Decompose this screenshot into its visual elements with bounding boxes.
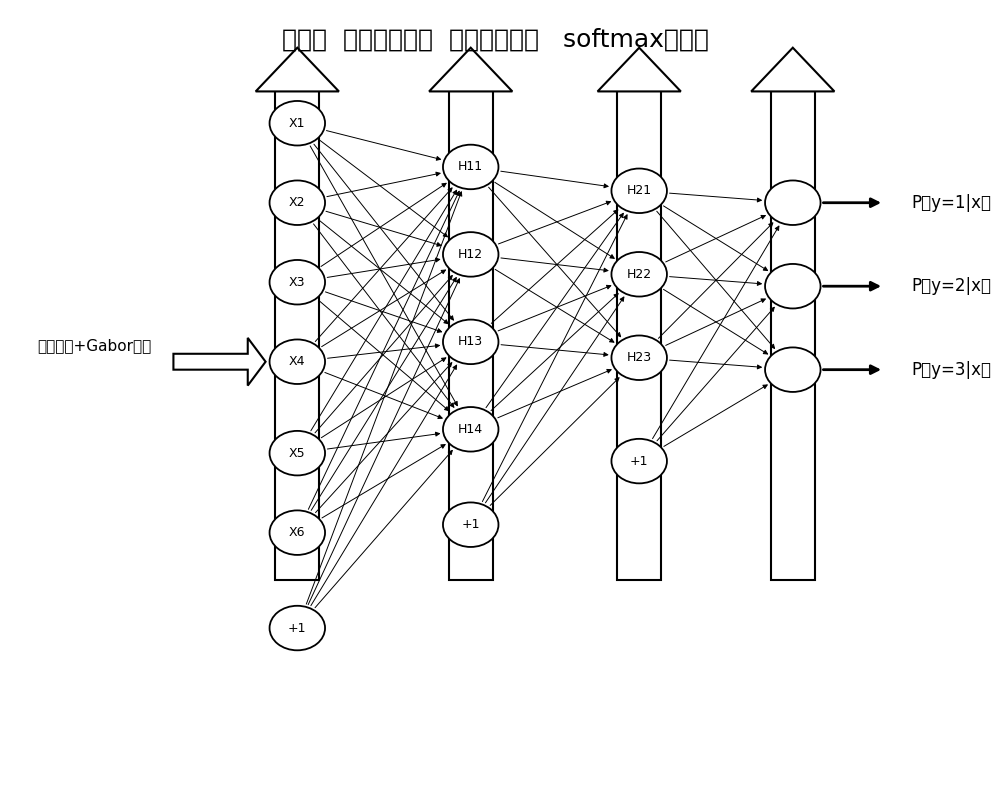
Polygon shape xyxy=(173,338,266,386)
Text: X3: X3 xyxy=(289,276,306,289)
Polygon shape xyxy=(598,48,681,91)
Polygon shape xyxy=(429,48,512,91)
Text: +1: +1 xyxy=(461,518,480,531)
Text: H12: H12 xyxy=(458,248,483,261)
Text: X4: X4 xyxy=(289,355,306,368)
Text: H14: H14 xyxy=(458,423,483,436)
Circle shape xyxy=(443,320,498,364)
Circle shape xyxy=(270,260,325,304)
Circle shape xyxy=(443,502,498,547)
Text: 输入层  第一个隐藏层  第二个隐藏层   softmax分类器: 输入层 第一个隐藏层 第二个隐藏层 softmax分类器 xyxy=(282,28,709,52)
Polygon shape xyxy=(751,48,834,91)
Text: 原始人脸+Gabor特征: 原始人脸+Gabor特征 xyxy=(37,339,151,353)
Polygon shape xyxy=(256,48,339,91)
Circle shape xyxy=(611,252,667,297)
Polygon shape xyxy=(771,91,815,580)
Polygon shape xyxy=(617,91,661,580)
Text: P（y=3|x）: P（y=3|x） xyxy=(911,361,991,378)
Circle shape xyxy=(765,347,821,392)
Text: H21: H21 xyxy=(627,184,652,197)
Text: X5: X5 xyxy=(289,447,306,460)
Circle shape xyxy=(611,169,667,213)
Circle shape xyxy=(611,439,667,483)
Circle shape xyxy=(270,101,325,145)
Circle shape xyxy=(270,606,325,650)
Text: P（y=1|x）: P（y=1|x） xyxy=(911,194,991,211)
Text: X1: X1 xyxy=(289,117,306,130)
Circle shape xyxy=(443,407,498,452)
Circle shape xyxy=(270,180,325,225)
Text: X2: X2 xyxy=(289,196,306,209)
Circle shape xyxy=(443,232,498,277)
Circle shape xyxy=(611,335,667,380)
Circle shape xyxy=(270,431,325,475)
Text: +1: +1 xyxy=(288,622,307,634)
Polygon shape xyxy=(449,91,493,580)
Polygon shape xyxy=(275,91,319,580)
Circle shape xyxy=(270,510,325,555)
Text: H11: H11 xyxy=(458,161,483,173)
Text: P（y=2|x）: P（y=2|x） xyxy=(911,277,991,295)
Circle shape xyxy=(443,145,498,189)
Circle shape xyxy=(765,180,821,225)
Text: H23: H23 xyxy=(627,351,652,364)
Text: X6: X6 xyxy=(289,526,306,539)
Text: H13: H13 xyxy=(458,335,483,348)
Text: +1: +1 xyxy=(630,455,648,467)
Circle shape xyxy=(270,339,325,384)
Circle shape xyxy=(765,264,821,308)
Text: H22: H22 xyxy=(627,268,652,281)
